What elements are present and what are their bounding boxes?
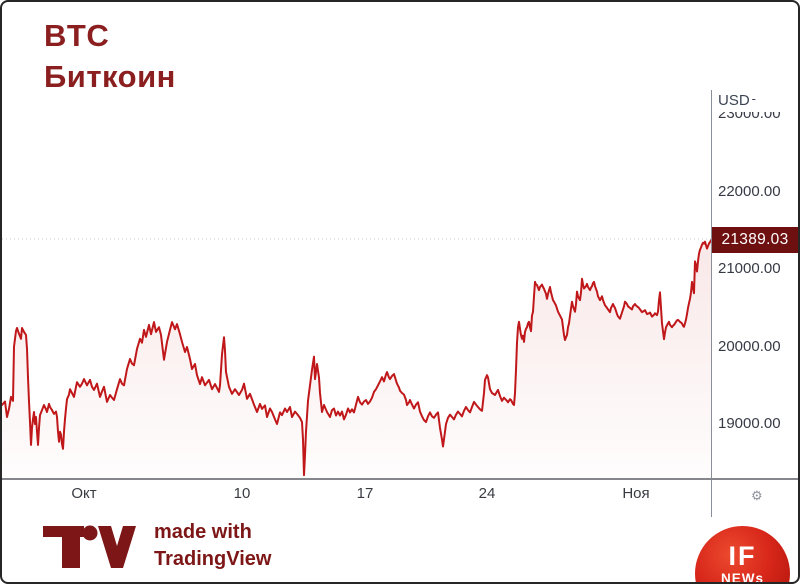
current-price-value: 21389.03	[721, 231, 789, 248]
gear-icon[interactable]: ⚙	[751, 488, 763, 503]
x-axis-tick-label: 10	[233, 485, 251, 502]
current-price-badge: 21389.03	[712, 227, 798, 253]
credit-line-2: TradingView	[154, 548, 272, 570]
if-news-watermark: IF NEWs	[695, 526, 790, 584]
x-axis-scale[interactable]: Окт 10 17 24 Ноя	[2, 485, 712, 507]
x-axis-tick-label: 17	[356, 485, 374, 502]
page-title: BTC Биткоин	[44, 15, 176, 97]
y-axis-line	[711, 90, 712, 517]
symbol-title: BTC	[44, 18, 110, 53]
if-news-line-2: NEWs	[720, 571, 764, 584]
unit-dash: -	[751, 91, 757, 106]
price-line	[2, 238, 712, 477]
y-axis-tick-label: 23000.00	[718, 112, 781, 123]
credit-line-1: made with	[154, 521, 252, 543]
y-axis-tick-label: 20000.00	[718, 337, 781, 355]
price-area-fill	[2, 239, 712, 478]
x-axis-tick-label: 24	[478, 485, 496, 502]
x-axis-tick-label: Ноя	[622, 485, 650, 502]
symbol-name: Биткоин	[44, 59, 176, 94]
price-scale-unit: USD -	[718, 91, 760, 112]
y-axis-tick-label: 19000.00	[718, 415, 781, 432]
tradingview-logo[interactable]	[38, 518, 138, 572]
if-news-line-1: IF	[728, 541, 757, 571]
unit-label: USD	[718, 92, 750, 109]
price-chart-plot[interactable]	[2, 2, 712, 478]
x-axis-tick-label: Окт	[71, 485, 97, 502]
y-axis-scale[interactable]: 23000.00 22000.00 21000.00 20000.00 19000.00	[712, 112, 798, 484]
made-with-tradingview-link[interactable]: made with TradingView	[154, 519, 271, 573]
y-axis-tick-label: 21000.00	[718, 260, 781, 278]
y-axis-tick-label: 22000.00	[718, 182, 781, 200]
x-axis-line	[2, 478, 798, 480]
